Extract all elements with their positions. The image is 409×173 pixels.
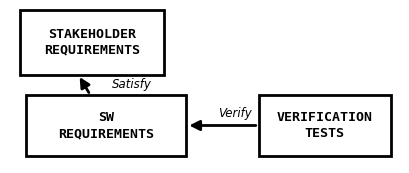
Text: SW
REQUIREMENTS: SW REQUIREMENTS: [58, 111, 154, 140]
FancyBboxPatch shape: [26, 95, 187, 156]
Text: STAKEHOLDER
REQUIREMENTS: STAKEHOLDER REQUIREMENTS: [44, 28, 140, 57]
Text: Verify: Verify: [218, 107, 252, 120]
Text: VERIFICATION
TESTS: VERIFICATION TESTS: [277, 111, 373, 140]
FancyBboxPatch shape: [20, 10, 164, 75]
Text: Satisfy: Satisfy: [112, 78, 152, 91]
FancyBboxPatch shape: [258, 95, 391, 156]
